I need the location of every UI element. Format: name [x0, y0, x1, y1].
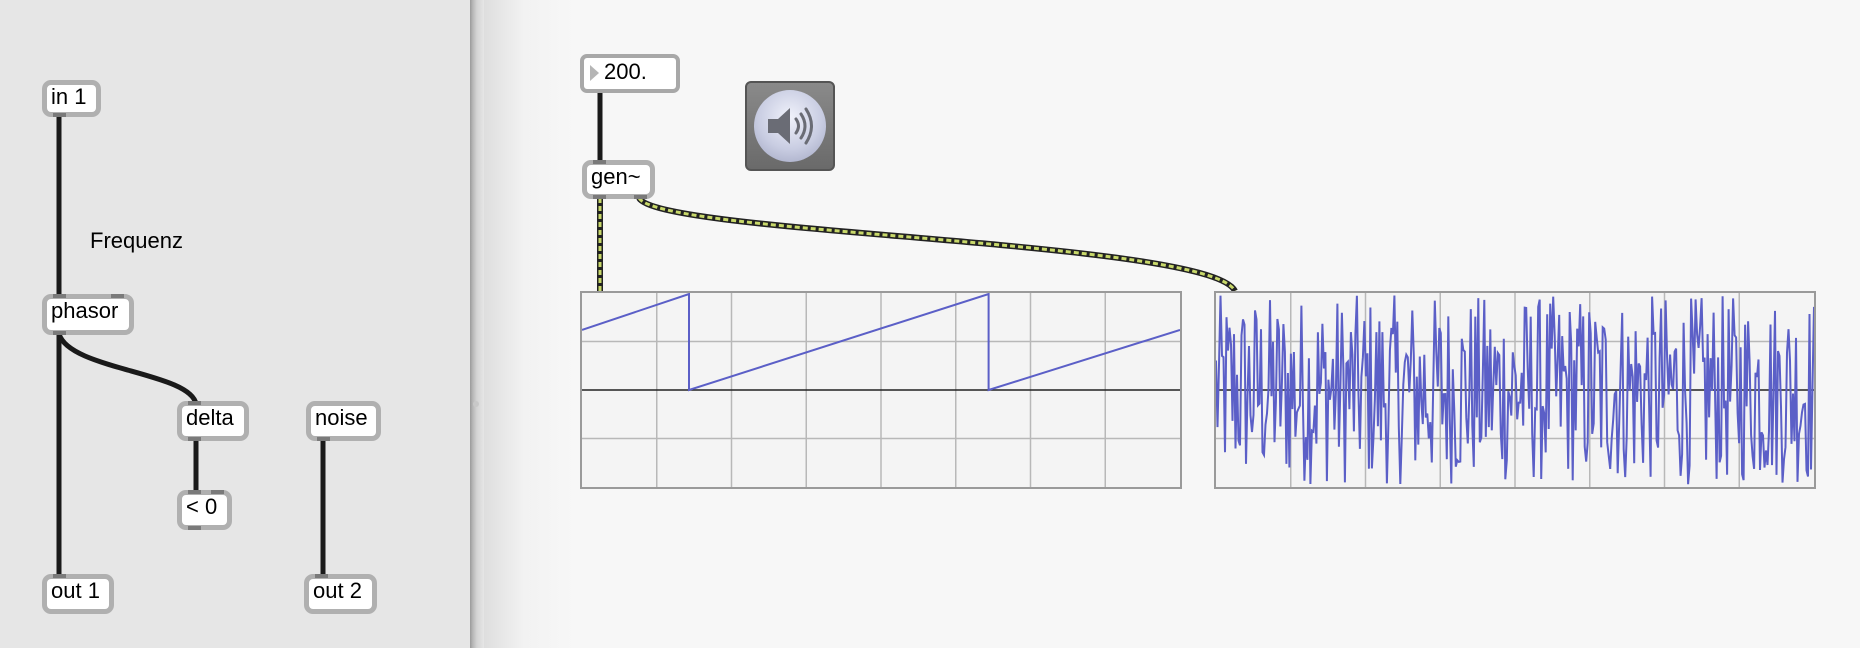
delta-outlet[interactable]: [188, 437, 201, 441]
frequency-comment: Frequenz: [90, 228, 183, 253]
delta-inlet[interactable]: [188, 401, 201, 405]
compare-inlet-right[interactable]: [211, 490, 224, 494]
phasor-object[interactable]: phasor: [42, 294, 134, 335]
inlet-outlet-port[interactable]: [53, 113, 66, 117]
gen-tilde-object[interactable]: gen~: [582, 160, 655, 199]
speaker-icon: [768, 107, 813, 145]
scope-signal-trace: [582, 293, 1180, 392]
outlet-1-object[interactable]: out 1: [42, 574, 114, 614]
gen-outlet-left[interactable]: [593, 195, 606, 199]
gen-outlet-right[interactable]: [634, 195, 647, 199]
scope-signal-trace: [1216, 295, 1814, 485]
outlet-2-inlet[interactable]: [315, 574, 328, 578]
splitter-handle[interactable]: [473, 401, 479, 407]
sawtooth-scope[interactable]: [580, 291, 1182, 489]
outlet-1-inlet[interactable]: [53, 574, 66, 578]
compare-outlet[interactable]: [188, 526, 201, 530]
noise-scope[interactable]: [1214, 291, 1816, 489]
less-than-zero-object[interactable]: < 0: [177, 490, 232, 530]
noise-outlet[interactable]: [317, 437, 330, 441]
phasor-inlet-left[interactable]: [53, 294, 66, 298]
delta-object[interactable]: delta: [177, 401, 249, 441]
sawtooth-scope-plot: [582, 293, 1180, 487]
noise-scope-plot: [1216, 293, 1814, 487]
outlet-2-object[interactable]: out 2: [304, 574, 377, 614]
number-box-value: 200.: [604, 59, 647, 84]
phasor-inlet-right[interactable]: [111, 294, 124, 298]
ezdac-speaker-button[interactable]: [745, 81, 835, 171]
speaker-disc: [754, 90, 826, 162]
number-box-arrow-icon: [590, 65, 599, 81]
gen-inlet[interactable]: [593, 160, 606, 164]
compare-inlet-left[interactable]: [188, 490, 201, 494]
noise-object[interactable]: noise: [306, 401, 381, 441]
pane-splitter[interactable]: [470, 0, 484, 648]
inlet-object[interactable]: in 1: [42, 80, 101, 117]
phasor-outlet[interactable]: [53, 331, 66, 335]
frequency-number-box[interactable]: 200.: [580, 54, 680, 93]
